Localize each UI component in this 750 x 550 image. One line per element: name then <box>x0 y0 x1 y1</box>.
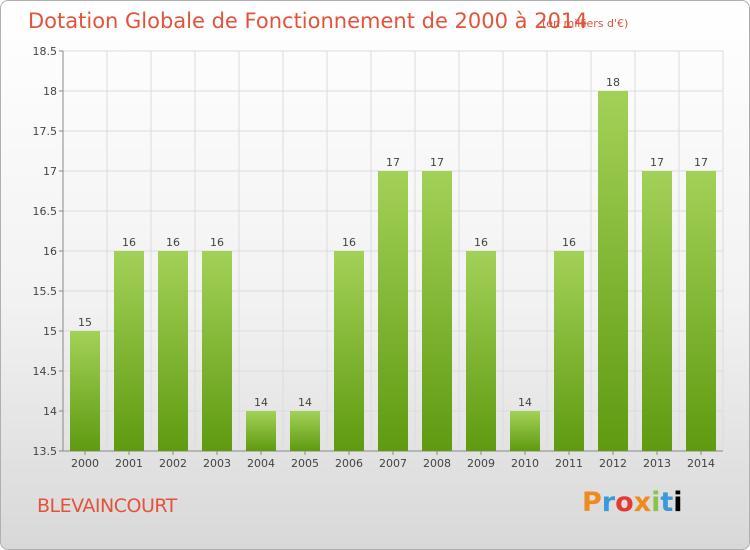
bar <box>246 411 276 451</box>
bar-value-label: 18 <box>606 76 620 89</box>
chart-title: Dotation Globale de Fonctionnement de 20… <box>28 9 588 33</box>
x-tick-label: 2008 <box>423 457 451 470</box>
bar-value-label: 14 <box>254 396 268 409</box>
y-tick-label: 14 <box>43 405 57 418</box>
bar-value-label: 16 <box>166 236 180 249</box>
x-tick-label: 2011 <box>555 457 583 470</box>
bar <box>510 411 540 451</box>
bar <box>202 251 232 451</box>
y-tick-label: 13.5 <box>33 445 58 458</box>
bar-value-label: 17 <box>694 156 708 169</box>
bar <box>334 251 364 451</box>
y-tick-label: 17 <box>43 165 57 178</box>
y-tick-label: 14.5 <box>33 365 58 378</box>
bar-value-label: 16 <box>342 236 356 249</box>
x-tick-label: 2013 <box>643 457 671 470</box>
x-tick-label: 2009 <box>467 457 495 470</box>
bar-value-label: 17 <box>650 156 664 169</box>
bar-value-label: 14 <box>298 396 312 409</box>
y-tick-label: 16 <box>43 245 57 258</box>
bars <box>70 91 716 451</box>
bar <box>554 251 584 451</box>
bar-value-label: 15 <box>78 316 92 329</box>
commune-name: BLEVAINCOURT <box>37 495 177 517</box>
x-tick-label: 2000 <box>71 457 99 470</box>
x-tick-label: 2012 <box>599 457 627 470</box>
bar <box>290 411 320 451</box>
x-tick-label: 2004 <box>247 457 275 470</box>
x-tick-label: 2007 <box>379 457 407 470</box>
bar <box>70 331 100 451</box>
x-tick-label: 2010 <box>511 457 539 470</box>
y-tick-label: 18.5 <box>33 45 58 58</box>
labels: 13.5 14 14.5 15 15.5 16 16.5 17 17.5 18 18.5 15 2000… <box>33 45 716 470</box>
x-tick-label: 2006 <box>335 457 363 470</box>
x-tick-label: 2014 <box>687 457 715 470</box>
bar <box>466 251 496 451</box>
y-tick-label: 16.5 <box>33 205 58 218</box>
x-tick-label: 2002 <box>159 457 187 470</box>
x-tick-label: 2003 <box>203 457 231 470</box>
bar-value-label: 16 <box>562 236 576 249</box>
bar-value-label: 16 <box>210 236 224 249</box>
x-tick-label: 2001 <box>115 457 143 470</box>
bar <box>378 171 408 451</box>
bar <box>422 171 452 451</box>
bar-value-label: 16 <box>474 236 488 249</box>
y-tick-label: 17.5 <box>33 125 58 138</box>
chart-subtitle: (en milliers d'€) <box>542 17 629 30</box>
bar <box>642 171 672 451</box>
bar-value-label: 17 <box>386 156 400 169</box>
y-tick-label: 15.5 <box>33 285 58 298</box>
x-tick-label: 2005 <box>291 457 319 470</box>
bar-value-label: 17 <box>430 156 444 169</box>
bar <box>686 171 716 451</box>
bar-value-label: 14 <box>518 396 532 409</box>
bar <box>114 251 144 451</box>
y-tick-label: 15 <box>43 325 57 338</box>
y-tick-label: 18 <box>43 85 57 98</box>
bar <box>158 251 188 451</box>
bar <box>598 91 628 451</box>
proxiti-logo[interactable]: Proxiti <box>582 487 683 518</box>
bar-value-label: 16 <box>122 236 136 249</box>
